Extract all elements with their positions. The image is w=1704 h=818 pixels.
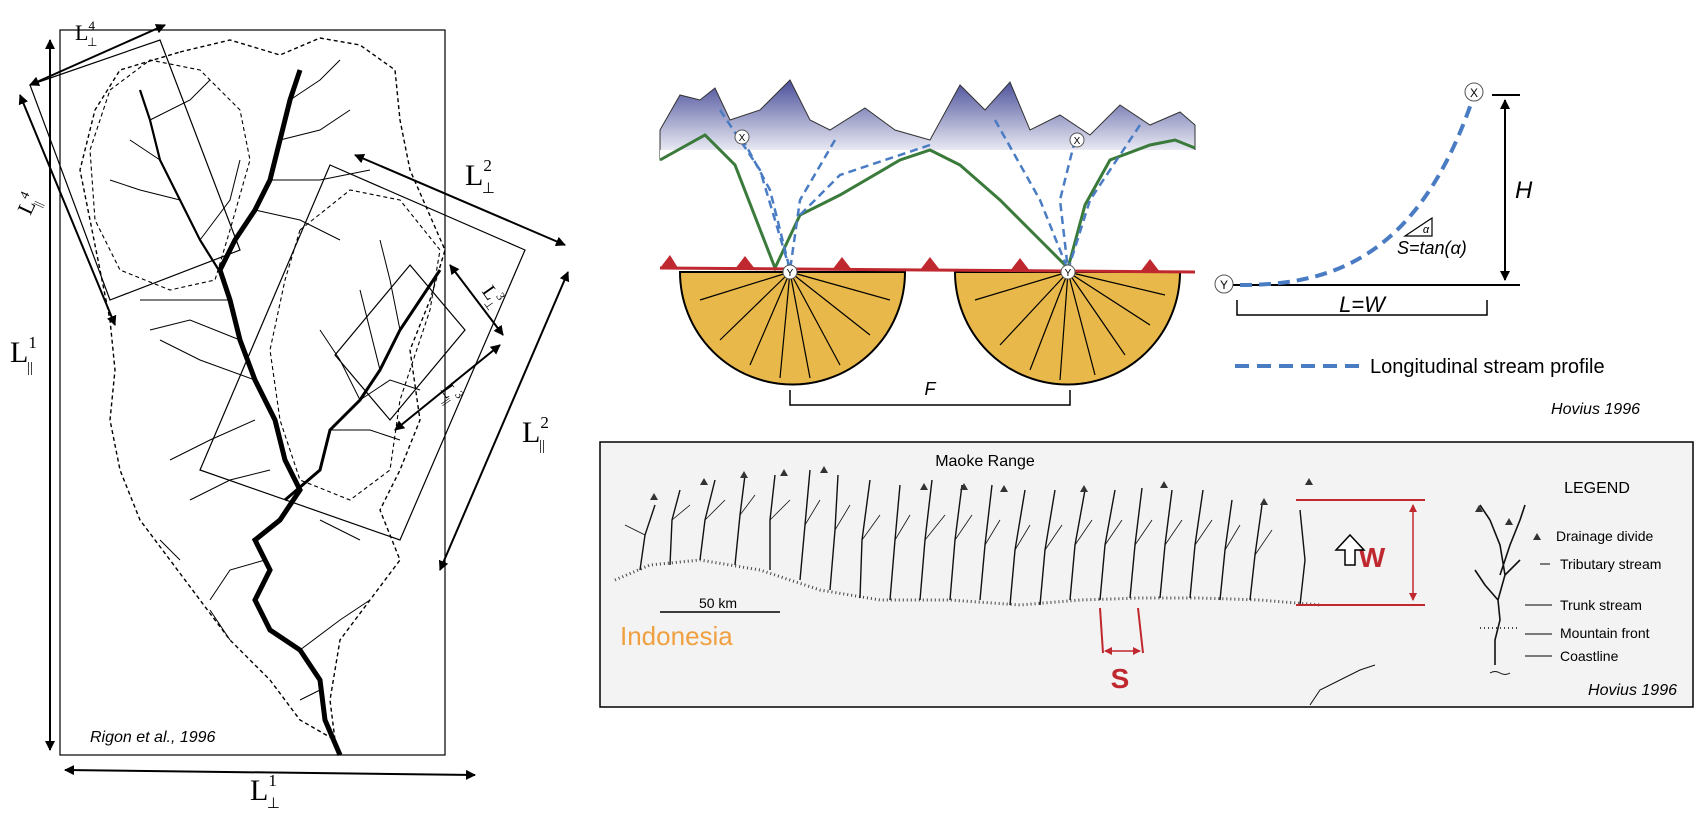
front-teeth bbox=[660, 255, 1160, 272]
label-L-perp-4: L4 ⊥ bbox=[75, 18, 97, 49]
credit-hovius-top: Hovius 1996 bbox=[1551, 401, 1640, 418]
legend-item-trunk-stream: Trunk stream bbox=[1560, 597, 1642, 613]
tributary-network bbox=[109, 59, 421, 701]
legend-item-drainage-divide: Drainage divide bbox=[1556, 528, 1653, 544]
outlet-marker-2 bbox=[1060, 264, 1076, 280]
arrow-L-perp-3 bbox=[449, 264, 504, 336]
map-legend: LEGEND Drainage divide Tributary stream … bbox=[1474, 480, 1661, 675]
svg-text:X: X bbox=[739, 133, 746, 144]
arrow-L-par-4 bbox=[18, 94, 117, 326]
length-label: L=W bbox=[1339, 292, 1387, 317]
label-L-perp-2: L2 ⊥ bbox=[465, 156, 495, 197]
label-L-perp-1: L1 ⊥ bbox=[250, 771, 280, 812]
outlet-marker-1 bbox=[782, 264, 798, 280]
drainage-divide-markers bbox=[650, 466, 1313, 505]
trunk-river bbox=[217, 69, 343, 756]
arrow-L-perp-1 bbox=[64, 765, 476, 780]
slope-label: S=tan(α) bbox=[1397, 238, 1467, 258]
credit-rigon: Rigon et al., 1996 bbox=[90, 729, 216, 746]
legend-item-tributary-stream: Tributary stream bbox=[1560, 556, 1661, 572]
rigon-basin-panel: L1 || L1 ⊥ L4 ⊥ L4|| L2 ⊥ L2 || L3⊥ L3|| Rigo… bbox=[10, 18, 570, 812]
legend-text: Longitudinal stream profile bbox=[1370, 356, 1605, 378]
arrow-L-par-2 bbox=[438, 271, 570, 571]
mountain-range bbox=[659, 79, 1196, 161]
legend-title: LEGEND bbox=[1564, 480, 1630, 497]
height-label: H bbox=[1515, 177, 1533, 204]
label-L-par-4: L4|| bbox=[10, 188, 47, 220]
ridge-valley-line bbox=[659, 133, 1196, 272]
spacing-label: F bbox=[925, 379, 937, 399]
label-L-par-3: L3|| bbox=[434, 378, 467, 409]
flow-direction-arrow bbox=[1334, 533, 1366, 566]
slope-triangle bbox=[1403, 216, 1433, 237]
svg-text:X: X bbox=[1470, 86, 1478, 100]
svg-text:Y: Y bbox=[787, 268, 794, 279]
source-marker-2 bbox=[1069, 132, 1085, 148]
W-label: W bbox=[1359, 542, 1386, 573]
main-tributary bbox=[284, 269, 442, 502]
profile-outlet-marker bbox=[1214, 274, 1234, 294]
svg-text:X: X bbox=[1074, 136, 1081, 147]
S-left-line bbox=[1099, 607, 1104, 654]
country-label: Indonesia bbox=[620, 621, 733, 651]
profile-curve bbox=[1239, 91, 1477, 287]
S-label: S bbox=[1111, 663, 1130, 694]
partial-stream bbox=[1309, 664, 1376, 706]
source-marker-1 bbox=[734, 129, 750, 145]
alpha-label: α bbox=[1423, 224, 1430, 236]
stream-profiles bbox=[718, 109, 1142, 271]
fan-radial-lines bbox=[699, 271, 1166, 381]
arrow-L-par-3 bbox=[394, 344, 501, 431]
svg-text:Y: Y bbox=[1065, 268, 1072, 279]
subbasin-divide-2 bbox=[269, 189, 441, 501]
label-L-par-2: L2 || bbox=[522, 413, 549, 454]
legend-tree bbox=[1474, 504, 1526, 665]
maoke-map-panel: Maoke Range bbox=[599, 441, 1694, 708]
S-right-line bbox=[1137, 607, 1144, 654]
arrow-L-perp-2 bbox=[354, 153, 566, 247]
drainage-branches bbox=[624, 494, 1273, 556]
credit-hovius-bottom: Hovius 1996 bbox=[1588, 682, 1677, 699]
alluvial-fan-1 bbox=[678, 271, 907, 386]
alluvial-fan-2 bbox=[953, 271, 1182, 386]
bbox-1 bbox=[59, 29, 446, 756]
length-bracket bbox=[1236, 300, 1488, 316]
label-L-par-1: L1 || bbox=[10, 333, 37, 376]
west-tributary bbox=[138, 89, 226, 281]
map-frame bbox=[599, 441, 1694, 708]
legend-item-coastline: Coastline bbox=[1560, 648, 1619, 664]
legend-item-mountain-front: Mountain front bbox=[1560, 625, 1650, 641]
svg-text:Y: Y bbox=[1220, 278, 1228, 292]
spacing-bracket bbox=[789, 390, 1071, 406]
fan-schematic-panel: X X Y Y F bbox=[659, 79, 1640, 418]
scale-label: 50 km bbox=[699, 595, 737, 611]
arrow-L-perp-4 bbox=[29, 24, 166, 86]
label-L-perp-3: L3⊥ bbox=[475, 280, 510, 313]
subbasin-divide-4 bbox=[89, 59, 251, 291]
profile-source-marker bbox=[1464, 82, 1484, 102]
range-label: Maoke Range bbox=[935, 453, 1035, 470]
